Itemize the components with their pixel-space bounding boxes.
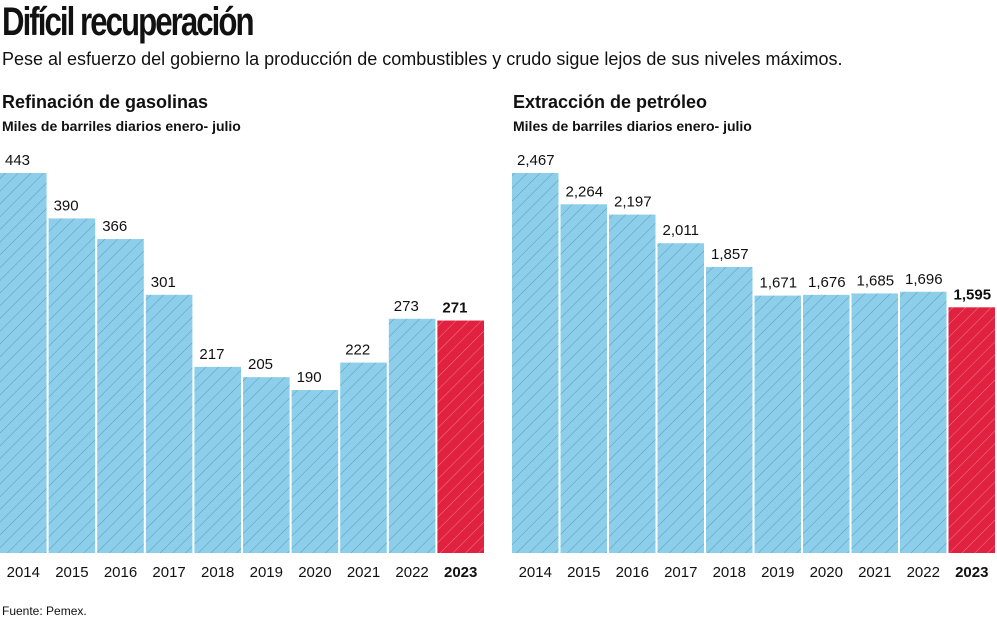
data-label-2016: 366 (102, 218, 127, 235)
data-label-2022: 1,696 (905, 271, 943, 288)
bar-2019 (754, 295, 801, 553)
bar-2023 (948, 307, 995, 553)
bar-2020 (803, 294, 850, 553)
bar-2016 (609, 214, 656, 553)
x-tick-2020: 2020 (810, 564, 843, 581)
chart-subtitle-extraccion: Miles de barriles diarios enero- julio (513, 118, 752, 134)
bar-2022 (388, 318, 436, 553)
data-label-2019: 1,671 (760, 275, 798, 292)
data-label-2023: 271 (442, 300, 467, 317)
data-label-2020: 190 (297, 369, 322, 386)
x-tick-2014: 2014 (7, 564, 40, 581)
data-label-2014: 443 (5, 152, 30, 169)
bar-2019 (243, 377, 290, 553)
page-title: Difícil recuperación (2, 0, 255, 44)
data-label-2016: 2,197 (614, 194, 652, 211)
x-tick-2019: 2019 (761, 564, 794, 581)
chart-title-extraccion: Extracción de petróleo (513, 92, 708, 112)
bar-2022 (900, 291, 947, 553)
x-tick-2018: 2018 (713, 564, 746, 581)
data-label-2017: 2,011 (663, 222, 699, 239)
bar-2015 (560, 204, 607, 554)
x-tick-2016: 2016 (104, 564, 137, 581)
x-tick-2022: 2022 (395, 564, 428, 581)
bar-2017 (657, 243, 704, 554)
data-label-2017: 301 (151, 274, 176, 291)
bar-2018 (706, 266, 753, 553)
x-tick-2023: 2023 (444, 564, 477, 581)
data-label-2022: 273 (394, 298, 419, 315)
data-label-2015: 2,264 (566, 183, 604, 200)
data-label-2021: 222 (345, 342, 370, 359)
data-label-2020: 1,676 (808, 274, 846, 291)
x-tick-2021: 2021 (347, 564, 380, 581)
bar-2015 (48, 218, 96, 553)
data-label-2021: 1,685 (857, 272, 895, 289)
x-tick-2016: 2016 (616, 564, 649, 581)
data-label-2015: 390 (54, 197, 79, 214)
data-label-2023: 1,595 (954, 286, 992, 303)
bar-2014 (512, 173, 559, 553)
bar-2017 (145, 294, 193, 553)
x-tick-2015: 2015 (567, 564, 600, 581)
x-tick-2015: 2015 (55, 564, 88, 581)
chart-subtitle-refinacion: Miles de barriles diarios enero- julio (2, 118, 241, 134)
x-tick-2023: 2023 (955, 564, 988, 581)
bar-2018 (194, 366, 241, 553)
data-label-2018: 1,857 (711, 246, 749, 263)
bar-2023 (437, 320, 484, 553)
bar-2014 (0, 173, 47, 553)
x-tick-2014: 2014 (519, 564, 552, 581)
x-tick-2017: 2017 (152, 564, 185, 581)
x-tick-2017: 2017 (664, 564, 697, 581)
page-subtitle: Pese al esfuerzo del gobierno la producc… (2, 49, 843, 69)
chart-title-refinacion: Refinación de gasolinas (2, 92, 209, 112)
bar-2016 (97, 239, 144, 553)
x-tick-2020: 2020 (298, 564, 331, 581)
data-label-2018: 217 (199, 346, 224, 363)
bar-2021 (851, 293, 898, 553)
data-label-2014: 2,467 (517, 152, 555, 169)
data-label-2019: 205 (248, 356, 273, 373)
x-tick-2022: 2022 (907, 564, 940, 581)
x-tick-2019: 2019 (250, 564, 283, 581)
x-tick-2021: 2021 (858, 564, 891, 581)
chart-extraccion: 2,467 2014 2,264 2015 2,197 2016 2,011 2017 1,85… (512, 152, 995, 581)
chart-refinacion: 443 2014 390 2015 366 2016 301 2017 217 2018 205 20… (0, 152, 484, 581)
x-tick-2018: 2018 (201, 564, 234, 581)
bar-2020 (291, 390, 339, 553)
source-note: Fuente: Pemex. (2, 604, 87, 618)
bar-2021 (340, 362, 387, 553)
